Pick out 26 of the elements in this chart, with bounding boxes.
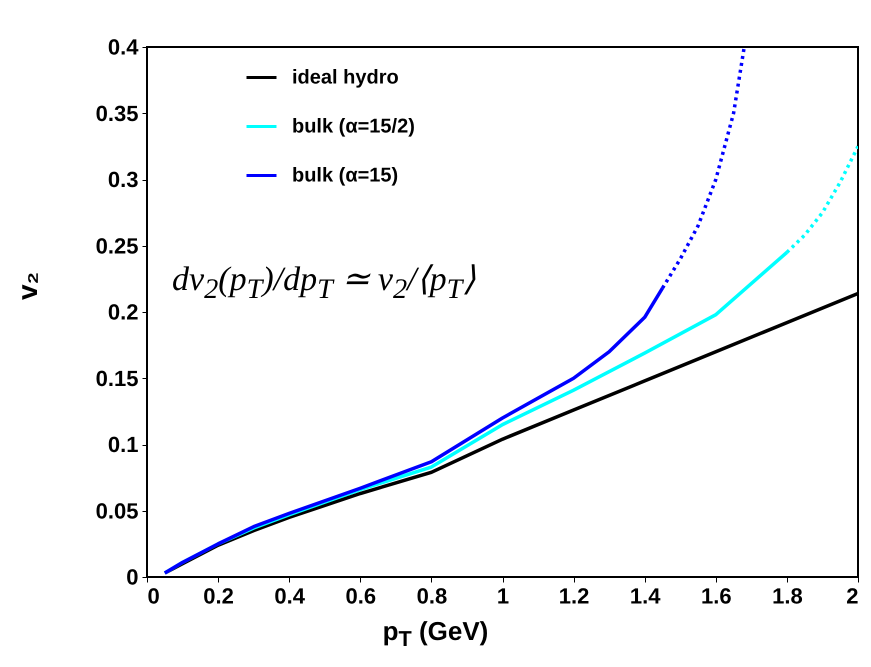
legend-label: bulk (α=15) bbox=[292, 164, 398, 186]
y-tick-label: 0.15 bbox=[96, 366, 138, 391]
y-tick-label: 0.2 bbox=[108, 300, 138, 324]
x-axis-title: p$_{T}$ (GeV) bbox=[382, 616, 490, 652]
x-tick-label: 0.4 bbox=[274, 584, 306, 608]
y-tick-label: 0.05 bbox=[96, 498, 138, 524]
x-tick-label: 0.2 bbox=[203, 584, 234, 608]
x-tick-label: 2 bbox=[846, 584, 858, 608]
legend-label: bulk (α=15/2) bbox=[292, 116, 415, 138]
legend-label: ideal hydro bbox=[292, 66, 399, 88]
x-tick-label: 0 bbox=[148, 584, 160, 608]
x-tick-label: 0.8 bbox=[416, 584, 448, 608]
x-tick-label: 1 bbox=[496, 584, 510, 608]
x-tick-label: 1.6 bbox=[701, 584, 732, 608]
y-axis-title: v₂ bbox=[12, 272, 44, 300]
x-tick-label: 1.8 bbox=[772, 584, 803, 608]
y-tick-label: 0.3 bbox=[108, 167, 138, 192]
text: dv$_{2}$(p$_{T}$)/dp$_{T}$ ≃ v$_{2}$/⟨p$_{T}$⟩ bbox=[172, 261, 476, 305]
y-tick-label: 0.35 bbox=[96, 100, 138, 126]
x-tick-label: 1.4 bbox=[630, 584, 662, 608]
y-tick-label: 0.4 bbox=[108, 34, 140, 60]
x-tick-label: 0.6 bbox=[346, 584, 376, 608]
y-tick-label: 0.1 bbox=[108, 432, 138, 457]
x-tick-label: 1.2 bbox=[558, 584, 590, 608]
y-tick-label: 0 bbox=[126, 564, 138, 590]
y-tick-label: 0.25 bbox=[96, 233, 138, 258]
